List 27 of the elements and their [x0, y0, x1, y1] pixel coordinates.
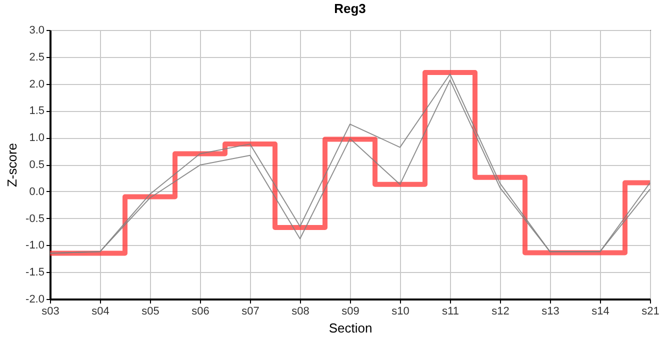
y-tick-label: 0.0 — [29, 186, 44, 198]
y-tick-label: 2.0 — [29, 78, 44, 90]
y-tick-label: -0.5 — [26, 212, 44, 225]
chart-title: Reg3 — [334, 1, 366, 16]
y-tick-label: 1.5 — [29, 105, 44, 118]
x-tick-label: s09 — [342, 306, 360, 318]
x-tick-label: s03 — [42, 306, 60, 318]
y-tick-label: -1.5 — [26, 266, 44, 279]
x-tick-label: s06 — [192, 306, 210, 318]
y-tick-label: -1.0 — [26, 240, 44, 252]
x-tick-label: s21 — [642, 306, 660, 318]
y-tick-label: 2.5 — [29, 51, 44, 64]
x-tick-label: s04 — [92, 306, 110, 318]
x-tick-label: s10 — [392, 306, 410, 318]
y-tick-label: -2.0 — [26, 294, 44, 306]
x-tick-label: s12 — [492, 306, 510, 318]
x-tick-label: s08 — [292, 306, 310, 318]
x-axis-title: Section — [328, 320, 372, 336]
y-tick-label: 3.0 — [29, 24, 44, 36]
y-tick-label: 1.0 — [29, 132, 44, 144]
x-tick-label: s14 — [592, 306, 610, 318]
y-tick-label: 0.5 — [29, 159, 44, 171]
x-tick-label: s05 — [142, 306, 160, 318]
y-axis-title: Z-score — [4, 142, 20, 188]
x-tick-label: s11 — [442, 306, 459, 318]
x-tick-label: s07 — [242, 306, 260, 318]
x-tick-label: s13 — [542, 306, 560, 318]
